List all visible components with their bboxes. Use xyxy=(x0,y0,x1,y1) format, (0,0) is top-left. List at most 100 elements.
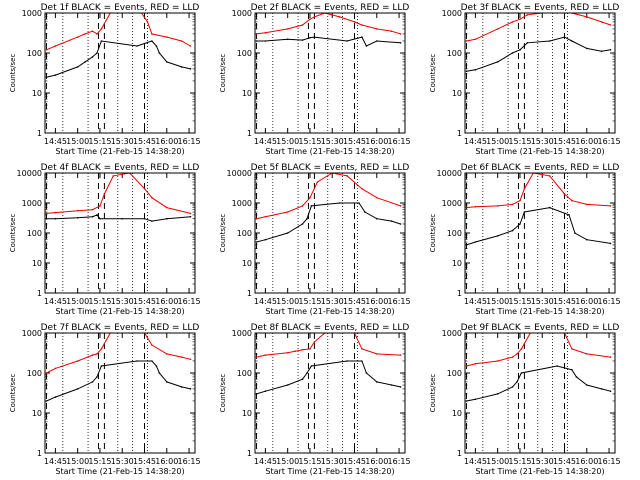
x-axis-label: Start Time (21-Feb-15 14:38:20) xyxy=(55,147,184,156)
series-point xyxy=(376,28,378,30)
x-tick-label: 15:30 xyxy=(111,297,134,306)
x-tick-label: 15:15 xyxy=(88,457,111,466)
series-point xyxy=(556,365,558,367)
series-point xyxy=(520,348,523,350)
series-point xyxy=(264,238,267,241)
lld-series-line xyxy=(256,13,401,35)
y-tick-label: 10 xyxy=(32,409,42,418)
chart-title: Det 9f BLACK = Events, RED = LLD xyxy=(461,323,620,333)
series-point xyxy=(376,196,378,199)
series-point xyxy=(600,21,603,23)
series-point xyxy=(151,40,153,42)
series-point xyxy=(571,199,573,202)
plot-frame xyxy=(44,332,196,454)
x-tick-label: 15:00 xyxy=(486,137,509,146)
x-tick-label: 14:45 xyxy=(464,297,487,306)
series-point xyxy=(255,217,258,220)
x-tick-label: 15:15 xyxy=(298,297,321,306)
y-tick-label: 1000 xyxy=(232,329,252,338)
x-tick-label: 15:45 xyxy=(133,297,156,306)
y-tick-label: 100 xyxy=(447,49,462,58)
series-point xyxy=(526,14,529,16)
series-point xyxy=(310,205,313,207)
series-point xyxy=(609,390,612,393)
y-axis-label: Counts/sec xyxy=(429,374,437,413)
chart-title: Det 1f BLACK = Events, RED = LLD xyxy=(41,3,200,13)
x-tick-label: 15:45 xyxy=(133,137,156,146)
x-tick-label: 15:30 xyxy=(531,137,554,146)
y-tick-label: 10000 xyxy=(227,169,252,178)
series-point xyxy=(96,376,98,378)
y-tick-label: 1000 xyxy=(232,9,252,18)
series-point xyxy=(84,33,86,35)
lld-series-line xyxy=(46,173,191,214)
series-point xyxy=(166,217,168,220)
series-point xyxy=(91,381,94,383)
series-point xyxy=(390,30,393,32)
series-point xyxy=(180,66,183,68)
x-tick-label: 15:15 xyxy=(298,137,321,146)
series-point xyxy=(399,354,402,356)
x-tick-label: 16:15 xyxy=(598,457,621,466)
y-tick-label: 1 xyxy=(457,449,462,458)
y-tick-label: 1000 xyxy=(22,199,42,208)
series-point xyxy=(180,356,183,358)
chart-title: Det 7f BLACK = Events, RED = LLD xyxy=(41,323,200,333)
series-point xyxy=(54,367,57,370)
series-point xyxy=(575,376,578,378)
series-point xyxy=(294,350,296,353)
series-point xyxy=(511,356,514,358)
series-point xyxy=(151,196,153,199)
y-axis-label: Counts/sec xyxy=(429,214,437,253)
events-series-line xyxy=(46,40,191,78)
y-tick-label: 1000 xyxy=(442,329,462,338)
series-point xyxy=(76,36,79,38)
y-tick-label: 10 xyxy=(452,259,462,268)
series-point xyxy=(180,40,183,42)
series-point xyxy=(399,223,402,225)
series-point xyxy=(361,360,363,362)
chart-panel-9: Det 9f BLACK = Events, RED = LLD 1 10 100 10… xyxy=(429,323,621,476)
series-point xyxy=(519,18,521,21)
series-point xyxy=(361,348,363,350)
series-point xyxy=(465,206,468,209)
series-point xyxy=(563,193,566,195)
series-point xyxy=(548,175,551,177)
series-point xyxy=(306,372,308,374)
x-tick-label: 15:00 xyxy=(486,297,509,306)
series-point xyxy=(361,36,363,38)
series-point xyxy=(189,68,192,70)
x-tick-label: 16:00 xyxy=(575,297,598,306)
series-point xyxy=(100,365,103,367)
x-tick-label: 16:15 xyxy=(598,297,621,306)
x-tick-label: 14:45 xyxy=(44,457,67,466)
y-tick-label: 1000 xyxy=(442,199,462,208)
series-point xyxy=(571,348,573,350)
chart-panel-1: Det 1f BLACK = Events, RED = LLD 1 10 100 10… xyxy=(9,3,201,156)
x-tick-label: 16:00 xyxy=(155,457,178,466)
series-point xyxy=(346,40,348,42)
series-point xyxy=(91,30,94,32)
x-tick-label: 14:45 xyxy=(44,137,67,146)
series-point xyxy=(96,353,98,355)
y-tick-label: 10 xyxy=(32,259,42,268)
series-point xyxy=(496,235,499,237)
chart-title: Det 6f BLACK = Events, RED = LLD xyxy=(461,163,620,173)
series-point xyxy=(255,40,258,42)
series-point xyxy=(313,16,316,18)
series-point xyxy=(255,241,258,243)
series-point xyxy=(523,187,526,190)
series-point xyxy=(146,21,149,23)
series-point xyxy=(496,393,499,395)
series-point xyxy=(309,348,311,350)
series-point xyxy=(45,400,48,402)
x-tick-label: 14:45 xyxy=(254,297,277,306)
x-tick-label: 15:30 xyxy=(321,457,344,466)
series-point xyxy=(310,365,313,367)
x-tick-label: 16:15 xyxy=(388,457,411,466)
series-point xyxy=(189,212,192,215)
events-series-line xyxy=(466,365,611,402)
series-point xyxy=(465,400,468,402)
x-tick-label: 16:00 xyxy=(365,297,388,306)
series-point xyxy=(136,360,138,362)
